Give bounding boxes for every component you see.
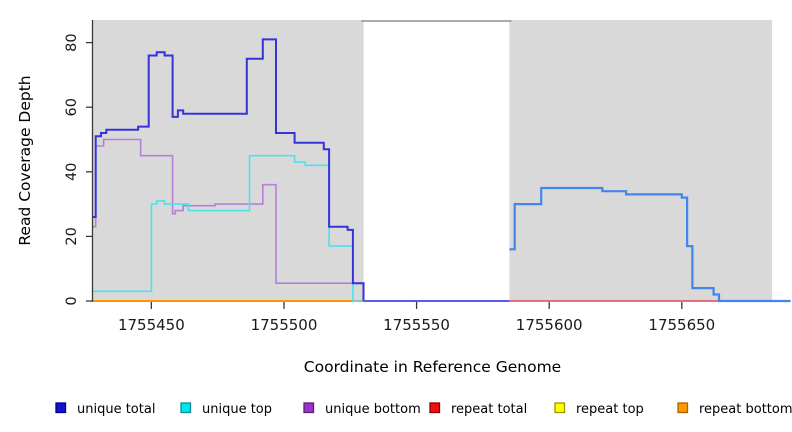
covered-region-1 xyxy=(509,20,772,301)
legend-swatch-repeat-top xyxy=(554,402,566,414)
legend-swatch-unique-bottom xyxy=(303,402,315,414)
series-line-3-unique-bottom xyxy=(93,138,365,301)
series-line-4-unique-top xyxy=(93,154,364,302)
legend-swatch-repeat-bottom xyxy=(677,402,689,414)
legend-label-unique-bottom: unique bottom xyxy=(325,402,421,417)
y-tick-label-20: 20 xyxy=(64,227,80,245)
legend-item-repeat-bottom: repeat bottom xyxy=(677,402,792,417)
legend-swatch-repeat-total xyxy=(429,402,441,414)
legend-item-unique-bottom: unique bottom xyxy=(303,402,421,417)
x-tick-label-1755600: 1755600 xyxy=(516,316,583,334)
covered-region-0 xyxy=(93,20,364,301)
legend-item-unique-top: unique top xyxy=(180,402,272,417)
legend-label-repeat-total: repeat total xyxy=(451,402,527,417)
x-tick-label-1755650: 1755650 xyxy=(648,316,715,334)
legend-swatch-unique-total xyxy=(55,402,67,414)
y-tick-label-0: 0 xyxy=(64,296,80,305)
series-line-5-unique-total xyxy=(93,38,365,301)
y-tick-label-60: 60 xyxy=(64,98,80,116)
series-line-7-unique-total-unique-top-right-region-overlap- xyxy=(509,186,791,303)
legend-swatch-unique-top xyxy=(180,402,192,414)
legend-item-unique-total: unique total xyxy=(55,402,155,417)
x-axis-title: Coordinate in Reference Genome xyxy=(304,358,561,376)
legend-label-repeat-top: repeat top xyxy=(576,402,644,417)
x-tick-label-1755500: 1755500 xyxy=(251,316,318,334)
legend-label-repeat-bottom: repeat bottom xyxy=(699,402,792,417)
legend-item-repeat-total: repeat total xyxy=(429,402,527,417)
legend-item-repeat-top: repeat top xyxy=(554,402,644,417)
x-tick-label-1755550: 1755550 xyxy=(383,316,450,334)
x-tick-label-1755450: 1755450 xyxy=(118,316,185,334)
y-axis-title: Read Coverage Depth xyxy=(16,75,34,245)
legend-label-unique-top: unique top xyxy=(202,402,272,417)
legend-label-unique-total: unique total xyxy=(77,402,155,417)
y-tick-label-80: 80 xyxy=(64,33,80,51)
y-tick-label-40: 40 xyxy=(64,163,80,181)
